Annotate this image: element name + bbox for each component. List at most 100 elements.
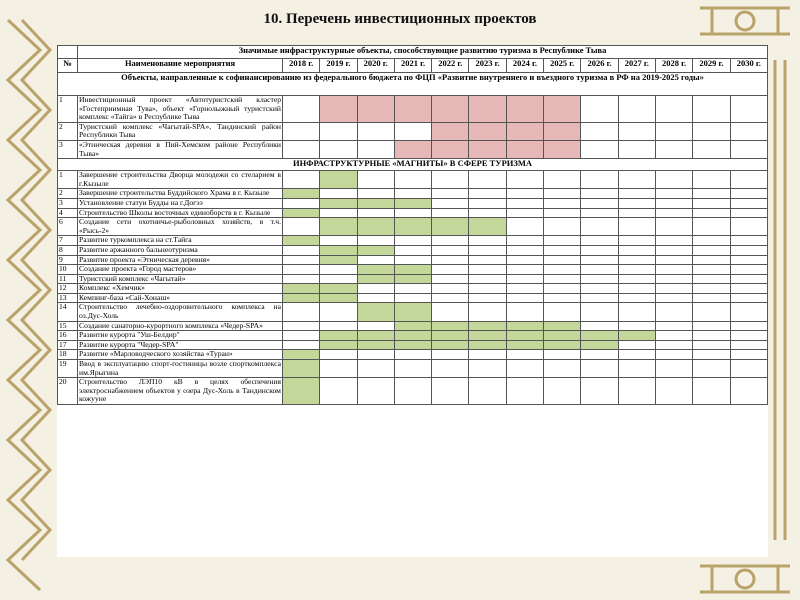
year-cell — [580, 95, 619, 123]
year-cell — [431, 273, 470, 285]
year-cell — [654, 170, 694, 190]
year-cell — [319, 170, 358, 190]
year-cell — [431, 292, 470, 304]
year-cell — [393, 170, 433, 190]
header-cell: 2030 г. — [729, 58, 769, 73]
row-name: Развитие аржанного бальнеотуризма — [77, 244, 283, 256]
year-cell — [543, 349, 582, 361]
year-cell — [319, 207, 358, 219]
year-cell — [617, 292, 656, 304]
year-cell — [319, 349, 358, 361]
year-cell — [692, 349, 731, 361]
year-cell — [654, 359, 694, 379]
year-cell — [580, 320, 619, 332]
year-cell — [319, 320, 358, 332]
year-cell — [617, 349, 656, 361]
table-row: 14 Строительство лечебно-оздоровительного… — [57, 302, 769, 322]
year-cell — [319, 283, 358, 294]
year-cell — [692, 188, 731, 199]
caption-row: Значимые инфраструктурные объекты, спосо… — [57, 45, 768, 59]
year-cell — [617, 170, 656, 190]
year-cell — [356, 283, 395, 294]
year-cell — [281, 139, 321, 160]
year-cell — [356, 349, 395, 361]
year-cell — [393, 330, 433, 341]
year-cell — [393, 139, 433, 160]
year-cell — [617, 339, 656, 351]
year-cell — [505, 377, 545, 405]
year-cell — [692, 273, 731, 285]
year-cell — [356, 170, 395, 190]
year-cell — [729, 320, 769, 332]
table-row: 15 Создание санаторно-курортного комплекс… — [57, 320, 769, 332]
year-cell — [431, 264, 470, 275]
year-cell — [543, 188, 582, 199]
year-cell — [393, 188, 433, 199]
year-cell — [431, 349, 470, 361]
year-cell — [468, 349, 507, 361]
year-cell — [319, 377, 358, 405]
year-cell — [654, 330, 694, 341]
table-row: 1 Инвестиционный проект «Автотуристский к… — [57, 95, 769, 123]
year-cell — [281, 207, 321, 219]
row-number: 8 — [57, 244, 78, 256]
year-cell — [580, 244, 619, 256]
year-cell — [580, 217, 619, 237]
year-cell — [580, 264, 619, 275]
year-cell — [692, 254, 731, 266]
year-cell — [505, 188, 545, 199]
year-cell — [281, 339, 321, 351]
year-cell — [505, 217, 545, 237]
year-cell — [654, 273, 694, 285]
year-cell — [654, 292, 694, 304]
year-cell — [356, 244, 395, 256]
year-cell — [617, 273, 656, 285]
year-cell — [468, 283, 507, 294]
year-cell — [505, 339, 545, 351]
year-cell — [431, 188, 470, 199]
year-cell — [468, 320, 507, 332]
row-number: 1 — [57, 170, 78, 190]
table-row: 3 Установление статуи Будды на г.Догээ — [57, 197, 769, 209]
table-row: 3 «Этническая деревня в Пий-Хемском район… — [57, 139, 769, 160]
year-cell — [431, 359, 470, 379]
year-cell — [654, 217, 694, 237]
row-number: 3 — [57, 139, 78, 160]
table-row: 20 Строительство ЛЭП10 кВ в целях обеспеч… — [57, 377, 769, 405]
year-cell — [431, 339, 470, 351]
row-number: 16 — [57, 330, 78, 341]
header-cell: 2019 г. — [319, 58, 358, 73]
year-cell — [319, 254, 358, 266]
header-cell: 2025 г. — [543, 58, 582, 73]
year-cell — [505, 95, 545, 123]
year-cell — [543, 170, 582, 190]
section-row: Объекты, направленные к софинансированию… — [57, 72, 768, 96]
table-row: 1 Завершение строительства Дворца молодеж… — [57, 170, 769, 190]
table-row: 19 Ввод в эксплуатацию спорт-гостиницы во… — [57, 359, 769, 379]
year-cell — [281, 95, 321, 123]
year-cell — [505, 330, 545, 341]
year-cell — [281, 264, 321, 275]
year-cell — [617, 95, 656, 123]
year-cell — [543, 359, 582, 379]
section-row: ИНФРАСТРУКТУРНЫЕ «МАГНИТЫ» В СФЕРЕ ТУРИЗ… — [57, 158, 768, 172]
year-cell — [505, 254, 545, 266]
year-cell — [431, 139, 470, 160]
year-cell — [729, 207, 769, 219]
year-cell — [654, 207, 694, 219]
row-name: Комплекс «Хемчик» — [77, 283, 283, 294]
year-cell — [356, 292, 395, 304]
year-cell — [281, 273, 321, 285]
year-cell — [692, 235, 731, 246]
section-title: Объекты, направленные к софинансированию… — [57, 72, 768, 96]
year-cell — [356, 254, 395, 266]
year-cell — [692, 170, 731, 190]
year-cell — [692, 264, 731, 275]
year-cell — [729, 359, 769, 379]
year-cell — [654, 188, 694, 199]
year-cell — [505, 207, 545, 219]
year-cell — [393, 292, 433, 304]
row-number: 20 — [57, 377, 78, 405]
year-cell — [729, 188, 769, 199]
